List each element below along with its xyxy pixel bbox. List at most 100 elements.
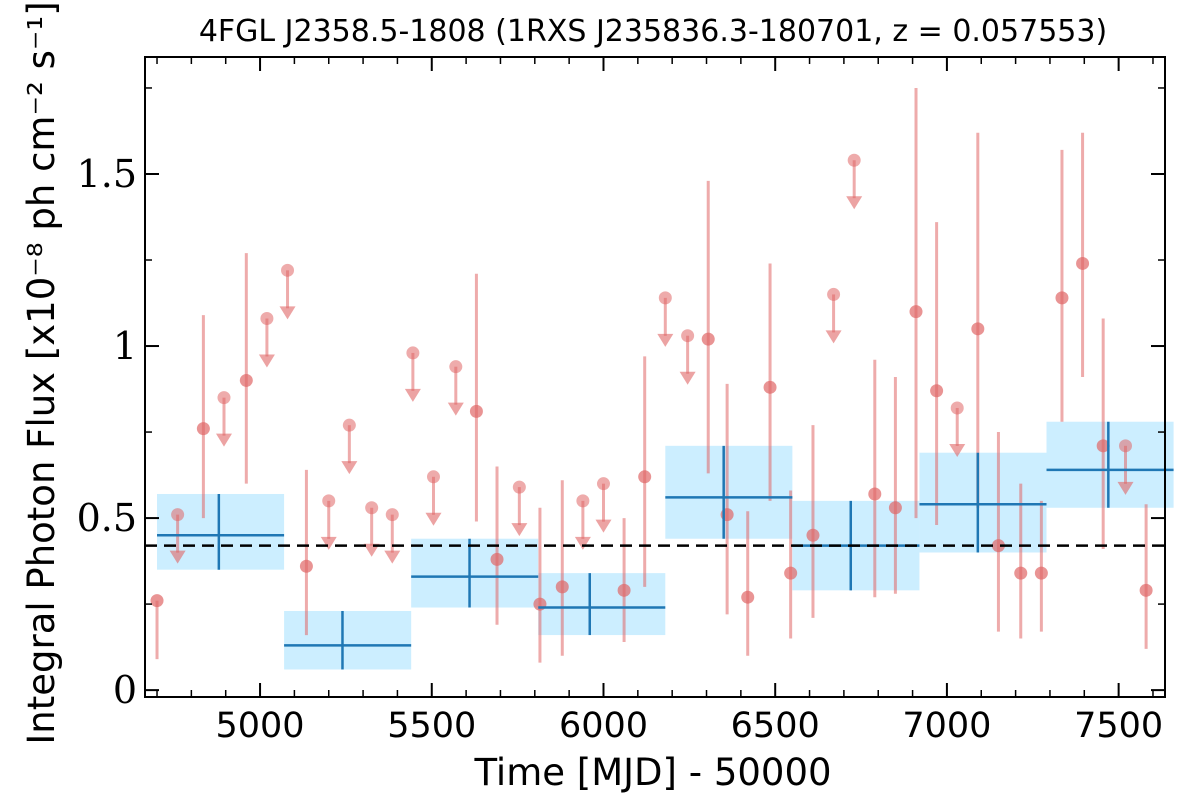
upper-limit-point [449, 360, 463, 374]
data-point [909, 305, 923, 319]
y-tick-label: 1.5 [77, 152, 137, 196]
binned-cross [1046, 421, 1174, 508]
upper-limit-point [658, 291, 672, 305]
flux-point [930, 222, 944, 525]
binned-box [919, 452, 1047, 553]
x-axis-label: Time [MJD] - 50000 [473, 751, 831, 794]
data-point [469, 404, 483, 418]
flux-point [806, 425, 820, 618]
data-point [617, 583, 631, 597]
upper-limit [169, 508, 186, 564]
binned-box [411, 538, 539, 608]
flux-point [991, 432, 1005, 632]
upper-limit-point [576, 494, 590, 508]
flux-point [784, 490, 798, 639]
binned-cross [411, 538, 539, 608]
binned-cross [919, 452, 1047, 553]
data-point [555, 580, 569, 594]
flux-point [239, 253, 253, 484]
flux-point [638, 356, 652, 587]
upper-limit-point [406, 346, 420, 360]
flux-point [469, 273, 483, 522]
upper-limit [320, 494, 337, 550]
data-point [1055, 291, 1069, 305]
data-point [1096, 439, 1110, 453]
upper-limit-point [260, 312, 274, 326]
x-tick-label: 5500 [387, 706, 476, 746]
x-tick-label: 7000 [902, 706, 991, 746]
upper-limit-point [596, 477, 610, 491]
upper-limit [279, 263, 296, 320]
upper-limit-point [512, 480, 526, 494]
upper-limit-point [950, 401, 964, 415]
flux-point [1034, 500, 1048, 632]
binned-box [665, 445, 793, 539]
binned-cross [538, 573, 666, 636]
upper-limit-point [365, 501, 379, 515]
data-point [638, 470, 652, 484]
flux-point [150, 594, 164, 660]
upper-limit-arrow [363, 543, 380, 557]
upper-limit-point [217, 391, 231, 405]
flux-point [555, 480, 569, 656]
binned-box [1046, 421, 1174, 508]
x-tick-label: 5000 [216, 706, 305, 746]
upper-limit [846, 153, 863, 210]
upper-limit [341, 418, 358, 475]
flux-point [971, 132, 985, 508]
upper-limit-point [426, 470, 440, 484]
upper-limit-point [681, 329, 695, 343]
upper-limit-point [281, 263, 295, 277]
binned-cross [284, 610, 412, 670]
upper-limit-arrow [595, 519, 612, 533]
flux-point [1055, 149, 1069, 422]
upper-limit-point [827, 287, 841, 301]
flux-point [1076, 132, 1090, 377]
binned-cross [157, 493, 285, 570]
upper-limit [447, 360, 464, 416]
upper-limit-point [385, 508, 399, 522]
data-point [971, 322, 985, 336]
data-point [490, 552, 504, 566]
upper-limit-arrow [679, 371, 696, 385]
plot-axes: 5000 5500 6000 6500 7000 7500 0 0.5 1 1.5 [77, 56, 1166, 746]
data-point [930, 384, 944, 398]
upper-limit [949, 401, 966, 457]
y-tick-label: 1 [113, 324, 137, 368]
flux-point [741, 511, 755, 656]
upper-limit [384, 508, 401, 564]
upper-limit-arrow [258, 354, 275, 368]
upper-limit [1117, 439, 1134, 495]
upper-limit [657, 291, 674, 347]
flux-point [888, 377, 902, 594]
data-point [299, 559, 313, 573]
data-point [888, 501, 902, 515]
data-point [150, 594, 164, 608]
data-point [239, 373, 253, 387]
data-point [1076, 256, 1090, 270]
upper-limit-arrow [341, 461, 358, 475]
flux-point [299, 469, 313, 636]
upper-limit [825, 287, 842, 344]
data-point [1139, 583, 1153, 597]
flux-point [617, 518, 631, 642]
upper-limit-arrow [215, 433, 232, 447]
upper-limit-arrow [657, 333, 674, 347]
upper-limit-arrow [425, 512, 442, 526]
chart-title: 4FGL J2358.5-1808 (1RXS J235836.3-180701… [199, 14, 1107, 49]
upper-limit [679, 329, 696, 385]
flux-point [701, 180, 715, 474]
upper-limit-arrow [574, 536, 591, 550]
y-tick-label: 0 [113, 668, 137, 712]
upper-limit-arrow [169, 550, 186, 564]
flux-point [868, 359, 882, 598]
y-axis-label: Integral Photon Flux [x10⁻⁸ ph cm⁻² s⁻¹] [20, 1, 63, 744]
data-point [784, 566, 798, 580]
upper-limit [595, 477, 612, 533]
flux-point [1096, 318, 1110, 550]
data-point [1014, 566, 1028, 580]
data-point [763, 380, 777, 394]
upper-limit-arrow [279, 306, 296, 320]
binned-box [284, 610, 412, 670]
upper-limit-arrow [384, 550, 401, 564]
